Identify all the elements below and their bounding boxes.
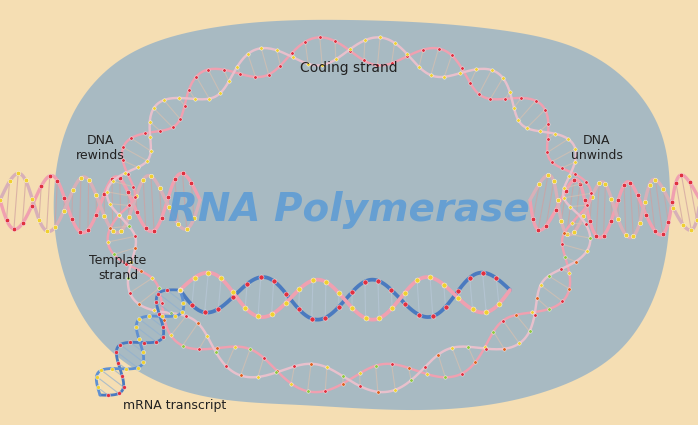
Text: Coding strand: Coding strand [300, 61, 398, 75]
Text: mRNA transcript: mRNA transcript [124, 399, 227, 411]
Polygon shape [54, 20, 670, 410]
Text: DNA
unwinds: DNA unwinds [571, 134, 623, 162]
Text: Template
strand: Template strand [89, 254, 147, 282]
Text: DNA
rewinds: DNA rewinds [75, 134, 124, 162]
Text: RNA Polymerase: RNA Polymerase [168, 191, 530, 229]
